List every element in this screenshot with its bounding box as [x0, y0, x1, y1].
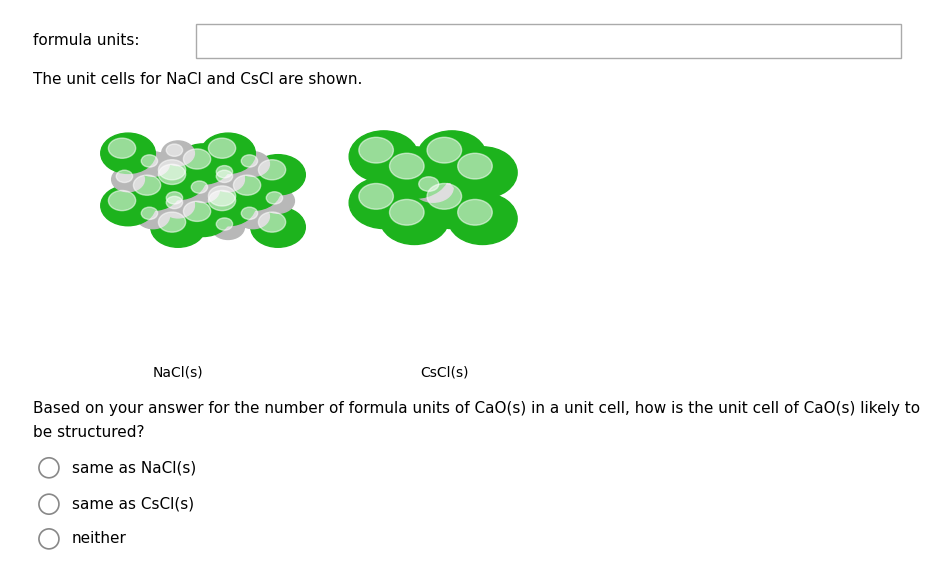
Text: same as CsCl(s): same as CsCl(s)	[72, 497, 194, 512]
Text: formula units:: formula units:	[32, 33, 139, 48]
Ellipse shape	[359, 184, 393, 209]
Ellipse shape	[259, 160, 286, 180]
Ellipse shape	[212, 163, 244, 187]
Ellipse shape	[457, 153, 492, 179]
Text: neither: neither	[72, 531, 127, 546]
FancyBboxPatch shape	[196, 24, 901, 58]
Ellipse shape	[216, 218, 233, 230]
Ellipse shape	[418, 177, 487, 229]
Ellipse shape	[158, 212, 186, 232]
Ellipse shape	[176, 144, 230, 184]
Ellipse shape	[413, 173, 454, 202]
Text: The unit cells for NaCl and CsCl are shown.: The unit cells for NaCl and CsCl are sho…	[32, 72, 362, 87]
Ellipse shape	[167, 144, 183, 156]
Ellipse shape	[100, 185, 155, 226]
Ellipse shape	[448, 147, 517, 198]
Ellipse shape	[108, 191, 135, 210]
Text: same as NaCl(s): same as NaCl(s)	[72, 461, 196, 475]
Ellipse shape	[241, 155, 258, 167]
Ellipse shape	[126, 170, 180, 210]
Ellipse shape	[112, 167, 144, 192]
Ellipse shape	[216, 170, 233, 182]
Ellipse shape	[349, 177, 419, 229]
Ellipse shape	[266, 192, 282, 204]
Ellipse shape	[448, 193, 517, 244]
Ellipse shape	[208, 138, 236, 159]
Ellipse shape	[176, 196, 230, 237]
Ellipse shape	[167, 196, 183, 209]
Ellipse shape	[225, 170, 280, 210]
Ellipse shape	[141, 155, 157, 167]
Ellipse shape	[241, 207, 258, 219]
Ellipse shape	[162, 189, 194, 213]
Ellipse shape	[162, 194, 194, 218]
Ellipse shape	[184, 201, 210, 222]
Ellipse shape	[187, 178, 220, 202]
Ellipse shape	[349, 131, 419, 182]
Ellipse shape	[208, 186, 236, 206]
Ellipse shape	[151, 159, 205, 199]
Ellipse shape	[116, 170, 133, 182]
Ellipse shape	[108, 138, 135, 159]
Ellipse shape	[457, 199, 492, 225]
Ellipse shape	[212, 167, 244, 192]
Ellipse shape	[201, 181, 256, 221]
Ellipse shape	[158, 160, 186, 180]
Ellipse shape	[427, 184, 461, 209]
Ellipse shape	[380, 147, 449, 198]
Ellipse shape	[134, 175, 161, 195]
Ellipse shape	[141, 207, 157, 219]
Ellipse shape	[136, 152, 170, 176]
Ellipse shape	[100, 133, 155, 173]
Ellipse shape	[419, 177, 438, 191]
Text: NaCl(s): NaCl(s)	[152, 366, 204, 380]
Ellipse shape	[359, 138, 393, 163]
Ellipse shape	[162, 141, 194, 166]
Ellipse shape	[427, 138, 461, 163]
Text: Based on your answer for the number of formula units of CaO(s) in a unit cell, h: Based on your answer for the number of f…	[32, 401, 920, 440]
Ellipse shape	[184, 149, 210, 169]
Ellipse shape	[418, 131, 487, 182]
Ellipse shape	[233, 175, 260, 195]
Ellipse shape	[259, 212, 286, 232]
Ellipse shape	[167, 192, 183, 204]
Text: CsCl(s): CsCl(s)	[420, 366, 469, 380]
Ellipse shape	[237, 204, 269, 229]
Ellipse shape	[389, 199, 424, 225]
Ellipse shape	[216, 166, 233, 178]
Ellipse shape	[151, 154, 205, 195]
Ellipse shape	[389, 153, 424, 179]
Ellipse shape	[158, 164, 186, 184]
Ellipse shape	[261, 189, 295, 213]
Ellipse shape	[151, 207, 205, 247]
Ellipse shape	[191, 181, 207, 194]
Ellipse shape	[212, 215, 244, 240]
Ellipse shape	[201, 133, 256, 173]
Ellipse shape	[136, 204, 170, 229]
Ellipse shape	[251, 207, 305, 247]
Ellipse shape	[380, 193, 449, 244]
Ellipse shape	[251, 154, 305, 195]
Ellipse shape	[208, 191, 236, 210]
Ellipse shape	[237, 152, 269, 176]
Ellipse shape	[201, 185, 256, 226]
